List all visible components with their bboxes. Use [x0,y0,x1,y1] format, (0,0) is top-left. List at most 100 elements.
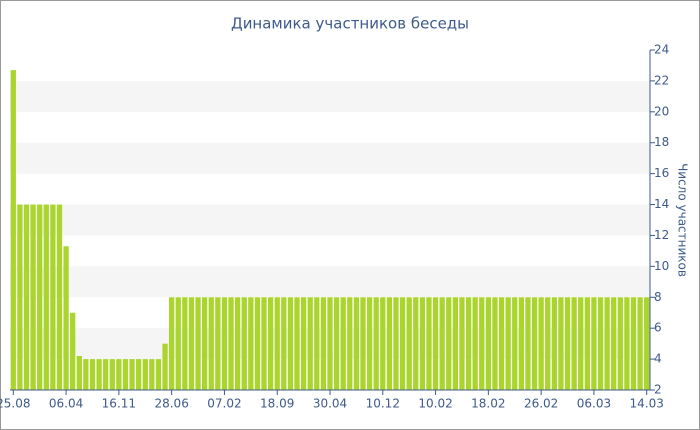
bar [274,297,280,390]
bar [228,297,234,390]
bar [426,297,432,390]
bar [182,297,188,390]
bar [248,297,254,390]
bar [142,359,148,390]
y-tick-label: 14 [654,197,669,211]
y-tick-label: 24 [654,43,669,57]
y-tick-label: 8 [654,290,662,304]
bar [591,297,597,390]
bar [459,297,465,390]
bar [479,297,485,390]
bar [366,297,373,390]
bar [267,297,274,390]
bar [136,359,142,390]
y-tick-label: 10 [654,259,669,273]
bar [109,359,115,390]
bar [50,204,56,390]
bar [538,297,544,390]
bar [202,297,208,390]
bar [518,297,524,390]
x-tick-label: 25.08 [0,397,30,411]
bar [83,359,89,390]
grid-band [10,142,650,174]
bar [505,297,511,390]
bar [386,297,393,390]
bar [208,297,214,390]
bar [472,297,478,390]
x-tick-label: 18.09 [260,397,294,411]
bar [23,204,30,390]
grid-band [10,266,650,298]
y-tick-label: 12 [654,228,669,242]
bar [70,312,76,390]
bar [498,297,505,390]
bar [413,297,419,390]
x-tick-label: 10.12 [366,397,400,411]
bar [30,204,36,390]
grid-band [10,204,650,236]
bar [300,297,307,390]
bar [531,297,538,390]
bar [221,297,228,390]
y-tick-label: 22 [654,73,669,87]
bar [76,356,82,390]
bar [578,297,584,390]
bar [604,297,610,390]
bar [406,297,412,390]
bar [399,297,406,390]
chart-title: Динамика участников беседы [231,15,469,33]
bar [551,297,557,390]
bar [314,297,320,390]
bar [261,297,267,390]
bar [597,297,604,390]
bar [446,297,452,390]
y-tick-label: 2 [654,383,662,397]
y-axis-label: Число участников [676,163,690,277]
x-tick-label: 14.03 [630,397,664,411]
bar [347,297,353,390]
x-tick-label: 07.02 [207,397,241,411]
bar [419,297,426,390]
bar [122,359,129,390]
bar [63,246,69,390]
bar [103,359,109,390]
bar [393,297,399,390]
bar [373,297,379,390]
bar [195,297,201,390]
bar [17,204,23,390]
bar [116,359,122,390]
bar [155,359,162,390]
x-tick-label: 06.03 [577,397,611,411]
bar [340,297,346,390]
bar [43,204,49,390]
bar [287,297,294,390]
bar [149,359,155,390]
bar [512,297,518,390]
x-tick-label: 10.02 [418,397,452,411]
bar [637,297,643,390]
bar [644,297,650,390]
x-tick-label: 06.04 [49,397,83,411]
bar [89,359,96,390]
x-tick-label: 16.11 [102,397,136,411]
bar [96,359,102,390]
x-tick-label: 26.02 [524,397,558,411]
bar [333,297,340,390]
bar [10,70,16,390]
y-tick-label: 20 [654,104,669,118]
bar [307,297,313,390]
bar [169,297,175,390]
bar [56,204,63,390]
bar [175,297,181,390]
bar [241,297,247,390]
bar [525,297,531,390]
bar [188,297,195,390]
y-tick-label: 4 [654,352,662,366]
bar [492,297,498,390]
bar [630,297,637,390]
x-tick-label: 30.04 [313,397,347,411]
bar [129,359,135,390]
bar [545,297,551,390]
bar [624,297,630,390]
